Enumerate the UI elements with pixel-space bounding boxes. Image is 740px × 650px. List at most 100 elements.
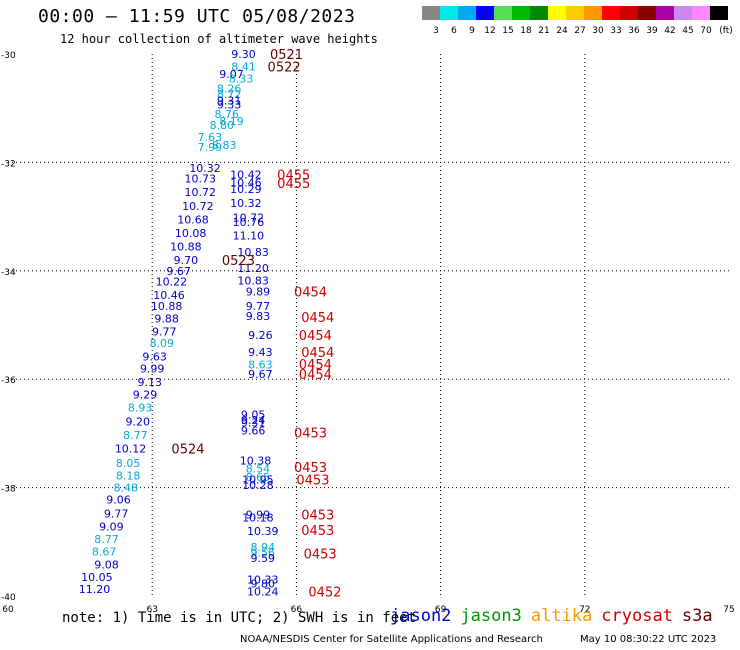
pass-time-label: 0453 (294, 461, 327, 476)
swh-value-label: 9.70 (174, 254, 199, 267)
swh-value-label: 10.72 (182, 200, 214, 213)
swh-value-label: 7.63 (198, 131, 223, 144)
swh-value-label: 9.67 (166, 265, 191, 278)
swh-value-label: 9.20 (126, 415, 151, 428)
legend-entry: altika (530, 606, 593, 626)
pass-time-label: 0455 (277, 168, 310, 183)
color-scale-label: (ft) (719, 26, 733, 36)
swh-value-label: 9.07 (219, 68, 244, 81)
legend-entry: jason3 (460, 606, 522, 626)
color-swatch (584, 6, 602, 20)
swh-value-label: 9.29 (133, 388, 158, 401)
swh-value-label: 9.08 (94, 559, 119, 572)
pass-time-label: 0454 (299, 329, 332, 344)
swh-value-label: 9.30 (231, 48, 256, 61)
swh-value-label: 10.46 (153, 289, 185, 302)
pass-time-label: 0521 (270, 48, 303, 63)
pass-time-label: 0454 (301, 311, 334, 326)
x-tick-label: 63 (146, 605, 157, 615)
swh-value-label: 10.88 (170, 240, 202, 253)
color-swatch (512, 6, 530, 20)
pass-time-label: 0453 (304, 548, 337, 563)
swh-value-label: 9.80 (251, 578, 276, 591)
swh-value-label: 10.05 (81, 571, 113, 584)
swh-value-label: 9.77 (246, 300, 271, 313)
swh-value-label: 10.24 (247, 586, 279, 599)
swh-value-label: 10.72 (233, 212, 265, 225)
swh-value-label: 9.05 (241, 408, 266, 421)
color-swatch (710, 6, 728, 20)
color-swatch (674, 6, 692, 20)
swh-value-label: 9.63 (142, 350, 167, 363)
swh-value-label: 9.67 (248, 368, 273, 381)
color-swatch (494, 6, 512, 20)
y-tick-label: -34 (1, 268, 16, 278)
swh-value-label: 8.09 (150, 337, 175, 350)
color-scale-label: 12 (484, 26, 495, 36)
swh-value-label: 11.20 (79, 583, 111, 596)
swh-value-label: 8.67 (92, 546, 117, 559)
color-swatch (620, 6, 638, 20)
swh-value-label: 10.32 (230, 197, 262, 210)
swh-value-label: 10.42 (230, 168, 262, 181)
swh-value-label: 9.26 (248, 329, 273, 342)
color-scale-label: 36 (628, 26, 640, 36)
color-scale-label: 6 (451, 26, 457, 36)
swh-value-label: 9.31 (241, 417, 266, 430)
swh-value-label: 9.88 (154, 312, 179, 325)
pass-time-label: 0453 (301, 509, 334, 524)
color-swatch (422, 6, 440, 20)
x-tick-label: 60 (2, 605, 14, 615)
pass-time-label: 0523 (222, 254, 255, 269)
color-scale-label: 3 (433, 26, 439, 36)
swh-value-label: 9.77 (152, 326, 177, 339)
chart-title: 00:00 — 11:59 UTC 05/08/2023 (38, 6, 356, 27)
swh-value-label: 7.99 (198, 141, 223, 154)
color-scale-label: 24 (556, 26, 568, 36)
color-scale-label: 45 (682, 26, 693, 36)
swh-value-label: 8.26 (217, 83, 242, 96)
swh-value-label: 10.68 (177, 213, 209, 226)
swh-value-label: 9.24 (241, 414, 266, 427)
color-swatch (602, 6, 620, 20)
color-scale-label: 21 (538, 26, 549, 36)
color-scale-label: 30 (592, 26, 604, 36)
y-tick-label: -40 (1, 593, 16, 603)
swh-value-label: 10.18 (242, 511, 274, 524)
swh-value-label: 9.83 (246, 310, 271, 323)
swh-value-label: 8.77 (123, 429, 148, 442)
y-tick-label: -36 (1, 376, 16, 386)
pass-time-label: 0453 (301, 524, 334, 539)
color-scale-label: 15 (502, 26, 513, 36)
swh-value-label: 11.10 (233, 230, 265, 243)
swh-value-label: 10.08 (175, 227, 207, 240)
swh-value-label: 10.29 (230, 183, 262, 196)
color-swatch (440, 6, 458, 20)
y-tick-label: -38 (1, 485, 16, 495)
x-tick-label: 69 (435, 605, 447, 615)
swh-value-label: 8.19 (219, 115, 244, 128)
color-swatch (458, 6, 476, 20)
pass-time-label: 0453 (296, 473, 329, 488)
color-swatch (692, 6, 710, 20)
swh-value-label: 10.88 (151, 300, 183, 313)
pass-time-label: 0454 (294, 285, 327, 300)
swh-value-label: 9.99 (246, 509, 271, 522)
swh-value-label: 10.32 (189, 162, 221, 175)
swh-value-label: 10.83 (237, 275, 269, 288)
swh-value-label: 11.20 (237, 262, 269, 275)
legend-entry: cryosat (601, 606, 673, 626)
swh-value-label: 8.54 (246, 463, 271, 476)
pass-time-label: 0455 (277, 177, 310, 192)
swh-value-label: 8.76 (214, 108, 239, 121)
swh-value-label: 9.56 (251, 547, 276, 560)
footnote: note: 1) Time is in UTC; 2) SWH is in fe… (62, 610, 417, 626)
swh-value-label: 9.89 (246, 285, 271, 298)
legend-entry: jason2 (390, 606, 452, 626)
color-swatch (638, 6, 656, 20)
x-tick-label: 72 (579, 605, 590, 615)
color-scale-label: 39 (646, 26, 658, 36)
color-scale-label: 9 (469, 26, 475, 36)
swh-value-label: 9.33 (217, 98, 242, 111)
